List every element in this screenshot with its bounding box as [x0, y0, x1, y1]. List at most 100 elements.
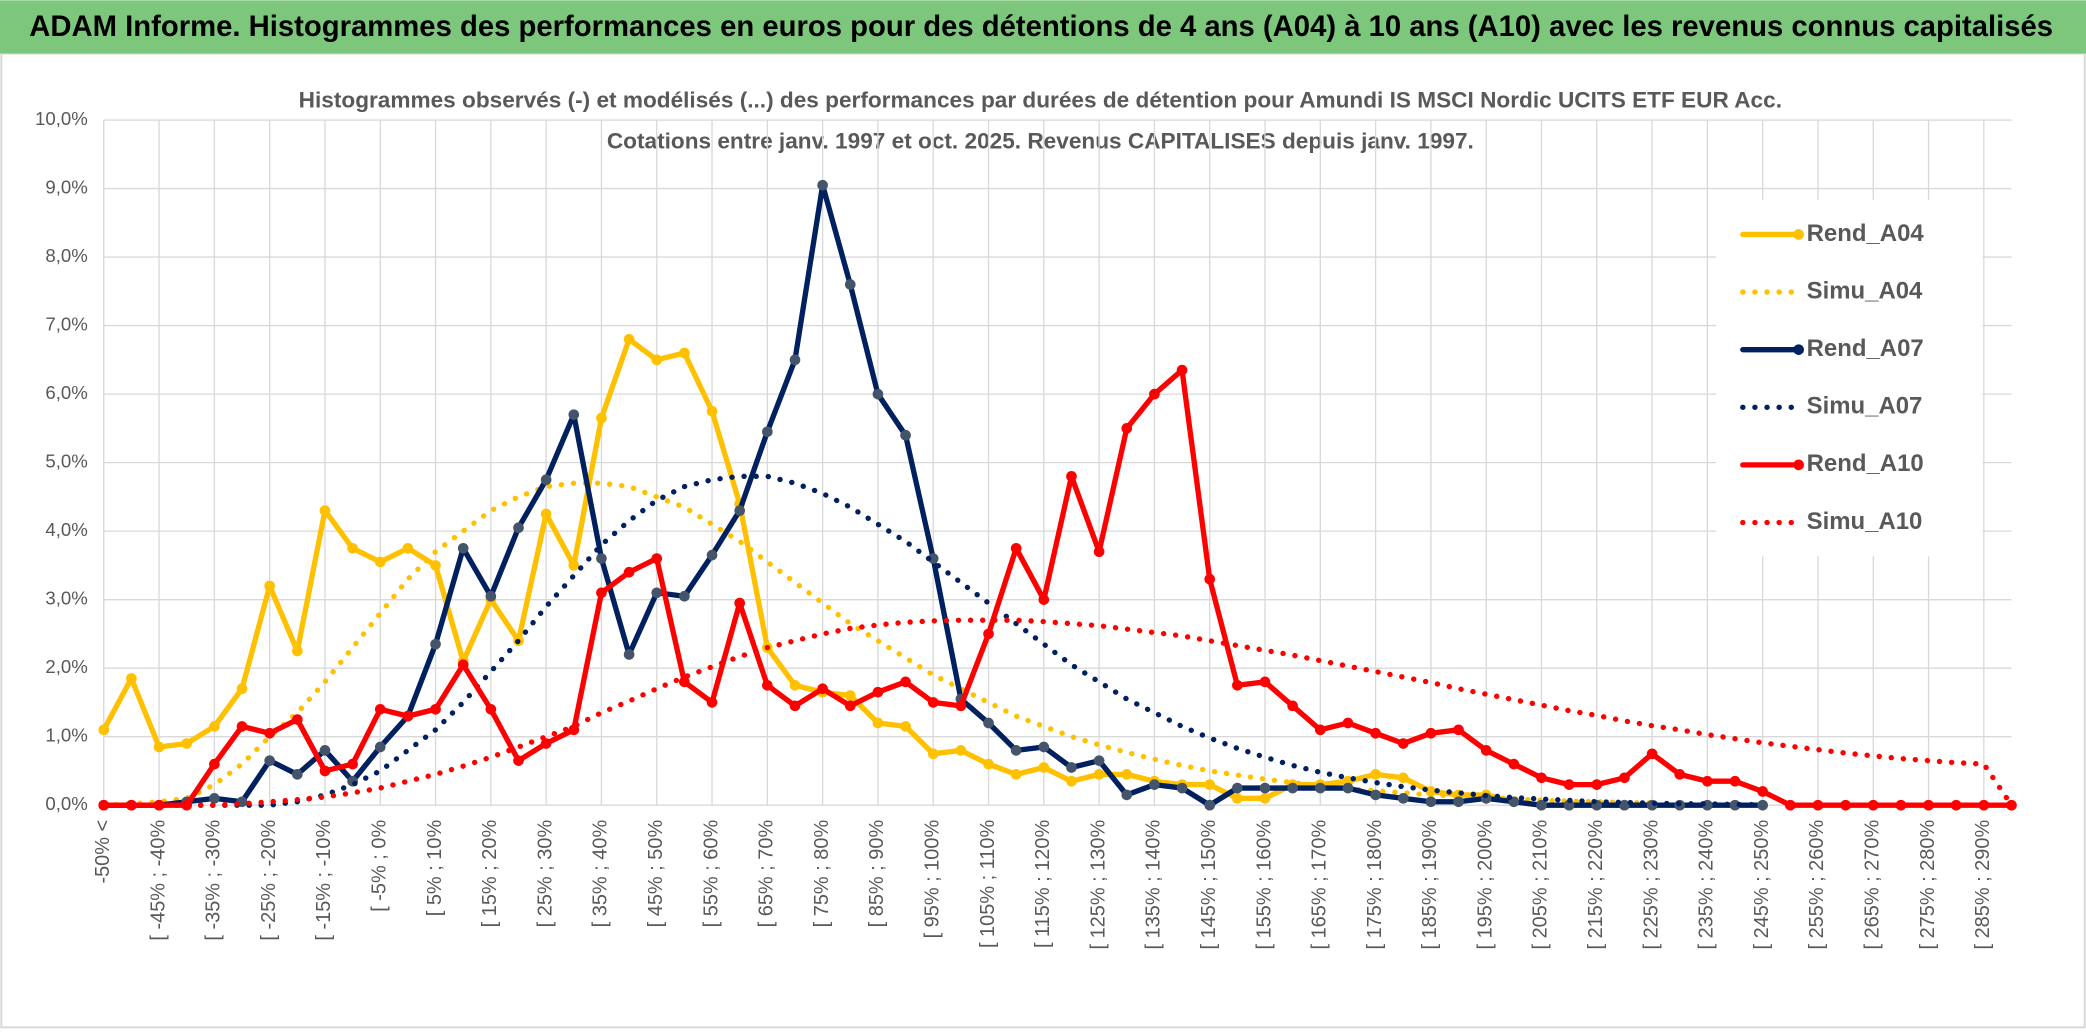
point — [1176, 364, 1188, 376]
point — [209, 721, 220, 732]
point — [430, 638, 441, 650]
point — [1425, 796, 1437, 808]
legend-label: Simu_A04 — [1807, 277, 1923, 304]
point — [1121, 789, 1133, 801]
point — [1121, 423, 1133, 434]
point — [817, 179, 828, 191]
point — [1010, 542, 1022, 554]
point — [1895, 799, 1907, 811]
point — [540, 738, 552, 749]
point — [1038, 762, 1050, 773]
series — [101, 617, 2015, 808]
x-tick-label: [ 175% ; 180% — [1364, 820, 1386, 950]
point — [1121, 769, 1133, 780]
point — [1480, 745, 1492, 756]
point — [1674, 769, 1686, 780]
point — [872, 388, 884, 400]
point — [1010, 745, 1022, 756]
point — [734, 597, 745, 609]
point — [955, 700, 967, 712]
point — [1978, 799, 1990, 811]
point — [374, 741, 386, 753]
x-tick-label: [ -35% ; -30% — [203, 820, 225, 941]
point — [623, 333, 635, 345]
point — [374, 703, 386, 715]
point — [1259, 793, 1271, 804]
x-tick-label: [ 5% ; 10% — [424, 820, 446, 917]
x-tick-label: [ 225% ; 230% — [1640, 820, 1662, 950]
x-tick-label: [ 65% ; 70% — [756, 820, 778, 928]
point — [1204, 573, 1216, 585]
x-tick-label: [ 115% ; 120% — [1032, 820, 1054, 948]
point — [1370, 769, 1381, 780]
y-tick-label: 10,0% — [35, 108, 88, 129]
point — [651, 354, 663, 366]
point — [1314, 782, 1326, 794]
point — [1563, 779, 1575, 790]
x-tick-label: [ 165% ; 170% — [1309, 820, 1331, 950]
x-tick-label: [ 55% ; 60% — [700, 820, 722, 928]
x-tick-label: [ 35% ; 40% — [590, 820, 612, 928]
point — [1149, 388, 1160, 400]
point — [1508, 758, 1520, 770]
y-tick-label: 5,0% — [45, 451, 87, 472]
point — [126, 799, 137, 811]
point — [457, 659, 469, 671]
chart-title: Histogrammes observés (-) et modélisés (… — [299, 87, 1782, 112]
point — [540, 508, 552, 520]
point — [236, 683, 248, 695]
x-tick-label: [ 255% ; 260% — [1806, 820, 1828, 950]
point — [485, 590, 497, 602]
legend-label: Simu_A07 — [1807, 393, 1923, 420]
model-line — [101, 473, 1766, 808]
point — [1259, 676, 1271, 688]
point — [291, 645, 303, 657]
point — [1259, 782, 1271, 794]
point — [651, 587, 663, 599]
point — [900, 429, 911, 441]
point — [1204, 779, 1216, 790]
x-tick-label: [ -25% ; -20% — [258, 820, 280, 941]
point — [568, 409, 580, 420]
point — [319, 505, 331, 516]
series — [101, 473, 1766, 808]
point — [596, 412, 607, 424]
x-tick-label: [ 85% ; 90% — [866, 820, 888, 928]
point — [1038, 594, 1050, 605]
point — [153, 741, 165, 753]
series — [98, 179, 1768, 811]
point — [706, 405, 718, 417]
point — [1066, 471, 1077, 482]
point — [679, 590, 690, 602]
legend-label: Rend_A10 — [1807, 450, 1924, 477]
point — [236, 721, 248, 732]
x-tick-label: [ 25% ; 30% — [534, 820, 556, 928]
point — [1093, 755, 1105, 766]
point — [872, 717, 884, 729]
x-tick-label: [ 185% ; 190% — [1419, 820, 1441, 950]
x-tick-label: [ 205% ; 210% — [1530, 820, 1552, 950]
point — [1453, 724, 1464, 736]
point — [1038, 741, 1050, 753]
point — [1370, 789, 1381, 801]
point — [762, 426, 773, 438]
point — [1342, 782, 1354, 794]
x-tick-label: [ 105% ; 110% — [977, 820, 999, 948]
point — [927, 553, 939, 564]
point — [623, 566, 635, 578]
point — [1536, 772, 1547, 784]
x-tick-label: [ 235% ; 240% — [1696, 820, 1718, 950]
x-tick-label: [ 95% ; 100% — [921, 820, 943, 939]
point — [1729, 775, 1741, 787]
point — [1232, 679, 1243, 691]
legend-marker — [1793, 459, 1804, 471]
x-tick-label: [ 145% ; 150% — [1198, 820, 1220, 950]
series — [98, 364, 2017, 811]
x-tick-label: [ 125% ; 130% — [1087, 820, 1109, 950]
point — [596, 587, 607, 599]
point — [872, 686, 884, 698]
point — [1867, 799, 1879, 811]
point — [430, 560, 441, 571]
point — [1066, 762, 1077, 773]
point — [2006, 799, 2017, 811]
